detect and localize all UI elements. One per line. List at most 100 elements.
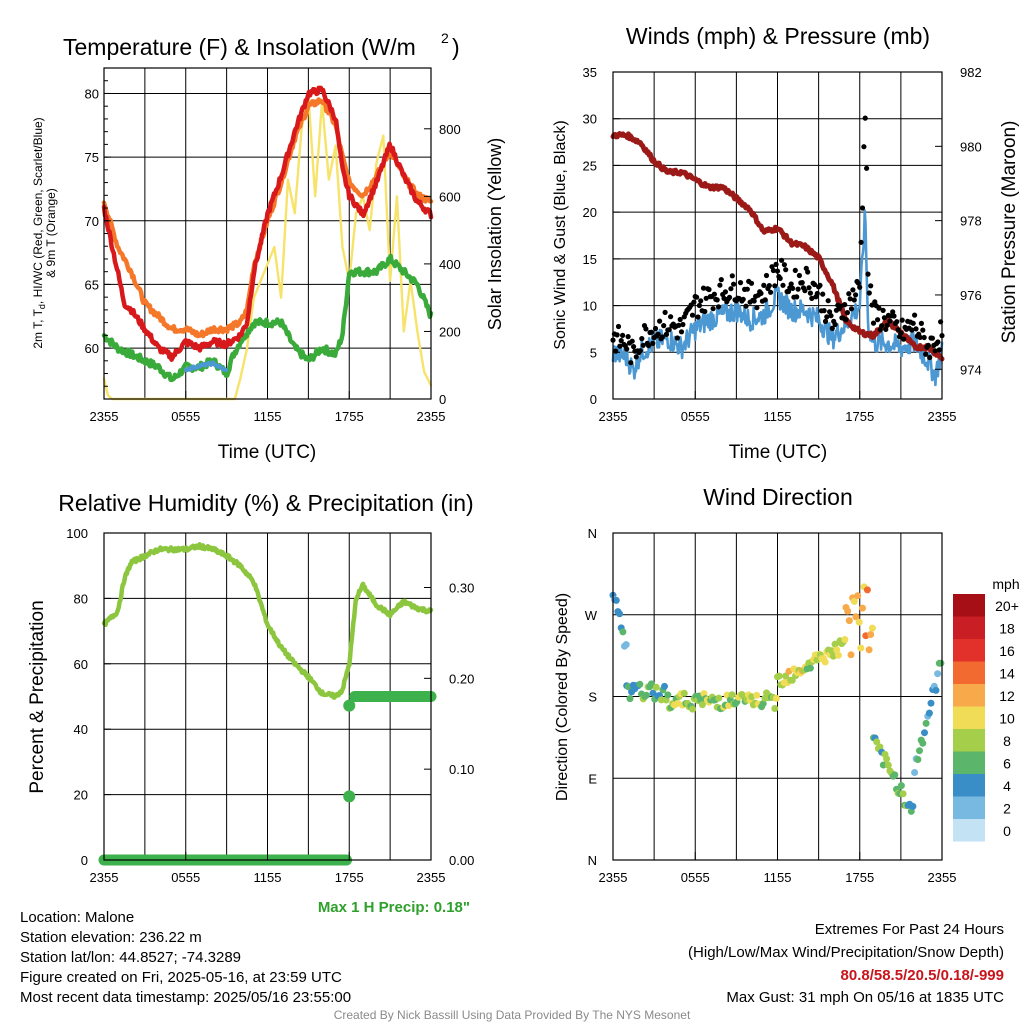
gust-point <box>811 281 818 288</box>
gust-point <box>743 303 749 309</box>
gust-point <box>796 272 803 279</box>
gust-point <box>788 281 794 287</box>
direction-point <box>925 709 933 717</box>
direction-point <box>689 705 696 713</box>
gust-point <box>890 309 896 315</box>
extremes-values: 80.8/58.5/20.5/0.18/-999 <box>841 967 1004 984</box>
legend-label: 16 <box>999 643 1015 659</box>
temp-left-label-rest: , HI/WC (Red, Green, Scarlet/Blue) <box>31 117 45 304</box>
gust-point <box>879 323 885 329</box>
gust-point <box>766 283 772 289</box>
gust-point <box>780 282 786 288</box>
gust-point <box>855 280 862 286</box>
direction-point <box>661 682 668 690</box>
direction-point <box>831 640 839 648</box>
gust-point <box>799 280 805 286</box>
x-tick-label: 2355 <box>417 409 446 424</box>
y-tick-label: E <box>588 771 597 786</box>
precip-point <box>343 790 356 803</box>
gust-point <box>862 115 868 121</box>
x-tick-label: 2355 <box>90 409 119 424</box>
gust-point <box>717 282 723 288</box>
gust-point <box>718 277 724 283</box>
gust-point <box>838 303 844 309</box>
direction-point <box>916 747 923 755</box>
gust-point <box>662 309 668 315</box>
temperature-panel: Temperature (F) & Insolation (W/m 2 ) 60… <box>31 30 505 463</box>
gust-point <box>805 269 811 275</box>
gust-point <box>617 343 623 349</box>
legend-swatch <box>953 751 985 774</box>
gust-point <box>639 336 645 342</box>
gust-point <box>848 306 855 312</box>
direction-point <box>657 696 665 704</box>
x-tick-label: 1155 <box>764 409 792 424</box>
y-tick-label: 30 <box>583 112 597 127</box>
gust-point <box>909 327 915 333</box>
direction-point <box>883 755 891 763</box>
gust-point <box>731 281 737 287</box>
y2-tick-label: 0.10 <box>449 762 474 777</box>
y-tick-label: 80 <box>85 86 99 101</box>
gust-point <box>666 327 672 333</box>
gust-point <box>821 308 827 314</box>
gust-point <box>880 307 886 313</box>
direction-point <box>854 592 862 600</box>
legend-label: 10 <box>999 711 1015 727</box>
gust-point <box>825 298 831 304</box>
direction-point <box>652 683 660 691</box>
gust-point <box>691 299 697 305</box>
y2-tick-label: 982 <box>960 65 982 80</box>
legend-swatch <box>953 819 985 842</box>
temperature-left-axis-label: 2m T, Td, HI/WC (Red, Green, Scarlet/Blu… <box>31 117 58 348</box>
gust-point <box>806 285 812 291</box>
legend-swatch <box>953 684 985 707</box>
footer: Location: Malone Station elevation: 236.… <box>20 909 1004 1022</box>
gust-point <box>633 354 639 360</box>
gust-point <box>714 297 720 303</box>
gust-point <box>817 282 823 288</box>
direction-point <box>844 607 852 615</box>
legend-label: 14 <box>999 666 1015 682</box>
gust-point <box>932 348 938 354</box>
gust-point <box>866 290 872 296</box>
precip-point <box>343 699 356 712</box>
gust-point <box>674 335 681 341</box>
gust-point <box>744 286 750 292</box>
x-tick-label: 2355 <box>599 870 628 885</box>
direction-point <box>753 691 761 699</box>
gust-point <box>700 285 707 291</box>
direction-point <box>775 672 783 680</box>
gust-point <box>618 338 624 344</box>
gust-point <box>790 285 796 291</box>
gust-point <box>774 268 781 274</box>
wind-series <box>610 115 945 387</box>
gust-point <box>850 287 856 293</box>
direction-point <box>680 689 688 697</box>
gust-point <box>894 319 900 325</box>
gust-point <box>762 297 768 303</box>
legend-label: 18 <box>999 621 1015 637</box>
direction-point <box>911 769 919 776</box>
gust-point <box>832 321 838 328</box>
gust-point <box>655 331 661 337</box>
x-tick-label: 0555 <box>681 409 710 424</box>
direction-point <box>847 651 855 659</box>
rh-axes: 0 20 40 60 80 100 0.00 0.10 0.20 0.30 2355 0555 1155… <box>66 526 474 885</box>
footer-created: Figure created on Fri, 2025-05-16, at 23… <box>20 969 342 986</box>
direction-point <box>664 691 672 699</box>
gust-point <box>711 291 718 297</box>
gust-point <box>861 144 867 150</box>
x-tick-label: 1755 <box>845 870 874 885</box>
direction-point <box>937 659 945 667</box>
gust-point <box>703 295 709 301</box>
extremes-title: Extremes For Past 24 Hours <box>815 921 1004 938</box>
x-tick-label: 1155 <box>254 870 282 885</box>
direction-point <box>845 617 853 625</box>
y2-tick-label: 0.30 <box>449 581 474 596</box>
gust-point <box>781 262 788 268</box>
direction-point <box>619 628 627 636</box>
direction-point <box>922 719 930 727</box>
y2-tick-label: 976 <box>960 288 982 303</box>
gust-point <box>695 314 701 320</box>
